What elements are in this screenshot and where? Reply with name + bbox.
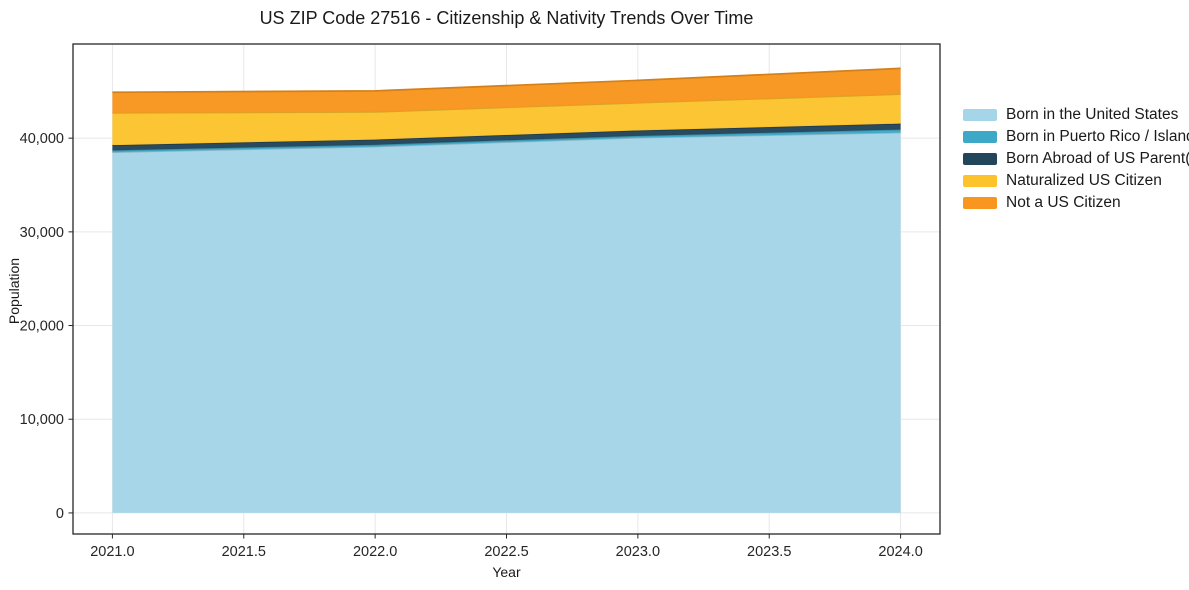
x-tick-label: 2021.5 xyxy=(222,544,266,560)
legend-label: Born in Puerto Rico / Islands xyxy=(1006,128,1189,145)
area-4 xyxy=(112,94,901,146)
legend: Born in the United States Born in Puerto … xyxy=(963,106,1189,211)
legend-swatch xyxy=(963,196,997,209)
y-tick-label: 30,000 xyxy=(20,225,64,241)
area-edge-5 xyxy=(112,67,901,94)
y-tick-label: 20,000 xyxy=(20,319,64,335)
area-3 xyxy=(112,123,901,151)
legend-label: Not a US Citizen xyxy=(1006,194,1121,211)
ticks xyxy=(68,137,902,539)
legend-item-5: Not a US Citizen xyxy=(963,194,1189,211)
legend-swatch xyxy=(963,108,997,121)
legend-label: Naturalized US Citizen xyxy=(1006,172,1162,189)
x-tick-label: 2022.5 xyxy=(484,544,528,560)
x-axis-label: Year xyxy=(492,564,521,580)
legend-label: Born in the United States xyxy=(1006,106,1179,123)
chart-title: US ZIP Code 27516 - Citizenship & Nativi… xyxy=(259,8,754,28)
area-1 xyxy=(112,132,901,513)
tick-labels: 2021.0 2021.5 2022.0 2022.5 2023.0 2023.5 2024… xyxy=(20,131,923,560)
area-5 xyxy=(112,68,901,113)
x-tick-label: 2023.0 xyxy=(616,544,660,560)
x-tick-label: 2024.0 xyxy=(878,544,922,560)
x-tick-label: 2021.0 xyxy=(90,544,134,560)
legend-swatch xyxy=(963,174,997,187)
legend-item-3: Born Abroad of US Parent(s) xyxy=(963,150,1189,167)
legend-item-4: Naturalized US Citizen xyxy=(963,172,1189,189)
y-axis-label: Population xyxy=(6,257,22,325)
legend-swatch xyxy=(963,152,997,165)
legend-swatch xyxy=(963,130,997,143)
legend-item-1: Born in the United States xyxy=(963,106,1189,123)
stacked-areas xyxy=(112,67,901,513)
y-tick-label: 0 xyxy=(56,506,64,522)
y-tick-label: 40,000 xyxy=(20,131,64,147)
x-tick-label: 2022.0 xyxy=(353,544,397,560)
x-tick-label: 2023.5 xyxy=(747,544,791,560)
legend-label: Born Abroad of US Parent(s) xyxy=(1006,150,1189,167)
legend-item-2: Born in Puerto Rico / Islands xyxy=(963,128,1189,145)
y-tick-label: 10,000 xyxy=(20,412,64,428)
